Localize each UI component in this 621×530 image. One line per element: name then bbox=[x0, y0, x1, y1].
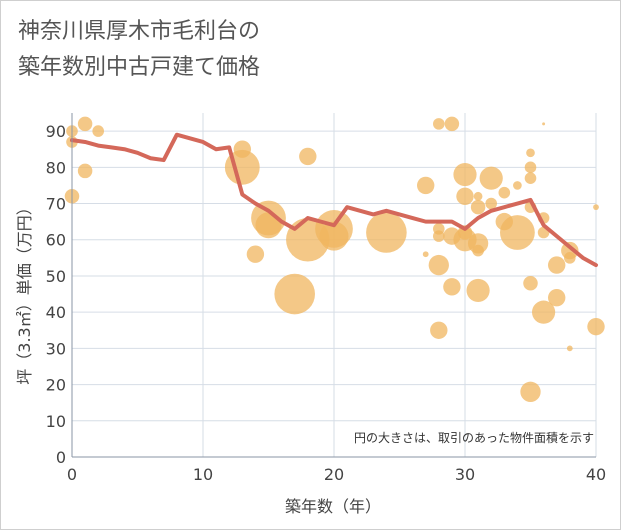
bubble bbox=[456, 187, 474, 205]
bubble bbox=[548, 256, 566, 274]
bubble bbox=[500, 215, 535, 250]
x-tick-label: 30 bbox=[455, 465, 475, 484]
bubble bbox=[524, 161, 537, 174]
bubble bbox=[422, 251, 429, 258]
bubble bbox=[77, 116, 93, 132]
bubble bbox=[498, 186, 511, 199]
x-tick-label: 20 bbox=[324, 465, 344, 484]
y-tick-label: 10 bbox=[46, 412, 66, 431]
x-tick-label: 40 bbox=[586, 465, 606, 484]
bubble bbox=[520, 381, 541, 402]
bubble bbox=[246, 245, 265, 263]
bubble bbox=[532, 300, 556, 324]
bubble bbox=[299, 147, 317, 166]
y-tick-label: 0 bbox=[56, 448, 66, 467]
bubble bbox=[564, 252, 576, 264]
bubble bbox=[548, 288, 566, 307]
bubble bbox=[92, 125, 104, 137]
bubble bbox=[428, 254, 449, 276]
bubble-size-note: 円の大きさは、取引のあった物件面積を示す bbox=[354, 430, 594, 445]
bubble bbox=[526, 148, 535, 158]
chart-title-line2: 築年数別中古戸建て価格 bbox=[18, 55, 261, 80]
bubble bbox=[443, 278, 461, 296]
bubble bbox=[472, 244, 484, 257]
bubble bbox=[274, 273, 316, 315]
bubble bbox=[430, 321, 448, 339]
y-axis-label: 坪（3.3㎡）単価（万円） bbox=[15, 199, 34, 384]
chart-title: 神奈川県厚木市毛利台の 築年数別中古戸建て価格 bbox=[18, 14, 260, 86]
bubble bbox=[366, 212, 407, 253]
bubble bbox=[593, 204, 599, 211]
y-tick-label: 50 bbox=[46, 267, 66, 286]
y-tick-label: 20 bbox=[46, 376, 66, 395]
x-tick-label: 0 bbox=[67, 465, 77, 484]
y-tick-label: 70 bbox=[46, 195, 66, 214]
bubble bbox=[473, 191, 483, 201]
bubble bbox=[587, 317, 605, 336]
bubble bbox=[444, 116, 460, 132]
bubble bbox=[417, 176, 435, 195]
bubble-layer bbox=[64, 116, 605, 402]
bubble bbox=[433, 118, 445, 130]
y-tick-label: 80 bbox=[46, 158, 66, 177]
bubble bbox=[77, 163, 93, 179]
bubble bbox=[453, 162, 477, 187]
chart-title-line1: 神奈川県厚木市毛利台の bbox=[18, 19, 261, 44]
bubble bbox=[466, 278, 490, 303]
bubble bbox=[524, 172, 537, 184]
y-tick-label: 60 bbox=[46, 231, 66, 250]
bubble bbox=[542, 122, 546, 126]
bubble bbox=[566, 345, 573, 352]
bubble bbox=[485, 197, 498, 210]
x-axis-label: 築年数（年） bbox=[285, 497, 381, 516]
trend-layer bbox=[70, 132, 598, 268]
grid bbox=[71, 113, 597, 458]
bubble bbox=[470, 199, 486, 215]
bubble bbox=[523, 275, 538, 291]
bubble bbox=[433, 230, 445, 242]
y-tick-label: 30 bbox=[46, 339, 66, 358]
trend-line bbox=[70, 132, 598, 268]
bubble bbox=[319, 221, 349, 251]
bubble bbox=[513, 181, 522, 190]
y-tick-label: 40 bbox=[46, 303, 66, 322]
bubble bbox=[479, 166, 503, 190]
axes: 0 10 20 30 40 0 10 20 30 40 50 60 70 80 90 bbox=[46, 113, 606, 484]
y-tick-label: 90 bbox=[46, 122, 66, 141]
x-tick-label: 10 bbox=[193, 465, 213, 484]
